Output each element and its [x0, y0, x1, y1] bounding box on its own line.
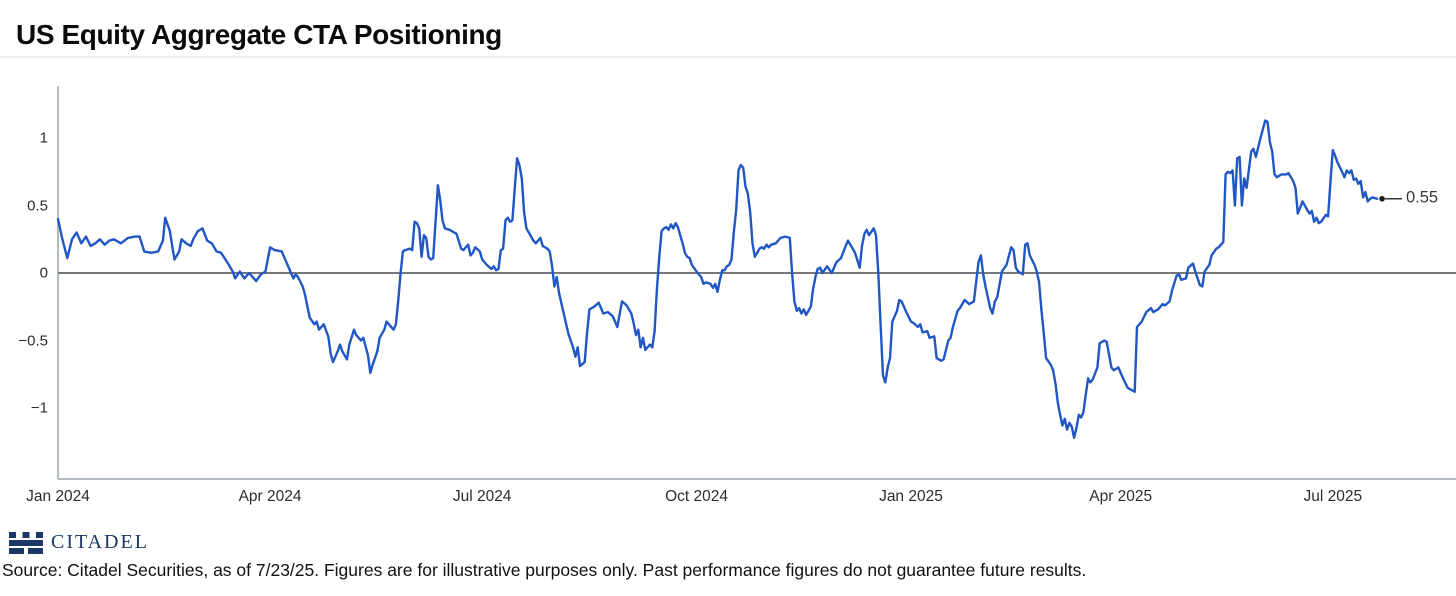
y-tick-label: 0.5 — [27, 197, 48, 214]
page-title: US Equity Aggregate CTA Positioning — [16, 18, 502, 50]
x-tick-label: Jan 2024 — [26, 488, 90, 505]
x-tick-label: Jul 2025 — [1303, 488, 1363, 505]
y-tick-label: −1 — [30, 399, 48, 417]
last-value-annotation: 0.55 — [1406, 188, 1439, 207]
x-tick-label: Apr 2024 — [238, 488, 302, 505]
y-tick-label: 0 — [39, 264, 48, 282]
last-point-marker-dot — [1379, 195, 1385, 202]
citadel-logo: CITADEL — [9, 531, 149, 554]
source-disclaimer-text: Source: Citadel Securities, as of 7/23/2… — [2, 560, 1087, 580]
x-tick-label: Apr 2025 — [1089, 488, 1153, 505]
x-tick-label: Oct 2024 — [665, 488, 728, 505]
y-tick-label: −0.5 — [18, 332, 48, 349]
y-tick-label: 1 — [39, 129, 48, 147]
x-tick-label: Jul 2024 — [452, 488, 512, 505]
citadel-logo-text: CITADEL — [51, 531, 149, 553]
citadel-castle-icon — [9, 531, 43, 554]
x-tick-label: Jan 2025 — [879, 488, 943, 505]
chart-area — [0, 56, 1456, 524]
cta-positioning-line — [56, 119, 1379, 439]
